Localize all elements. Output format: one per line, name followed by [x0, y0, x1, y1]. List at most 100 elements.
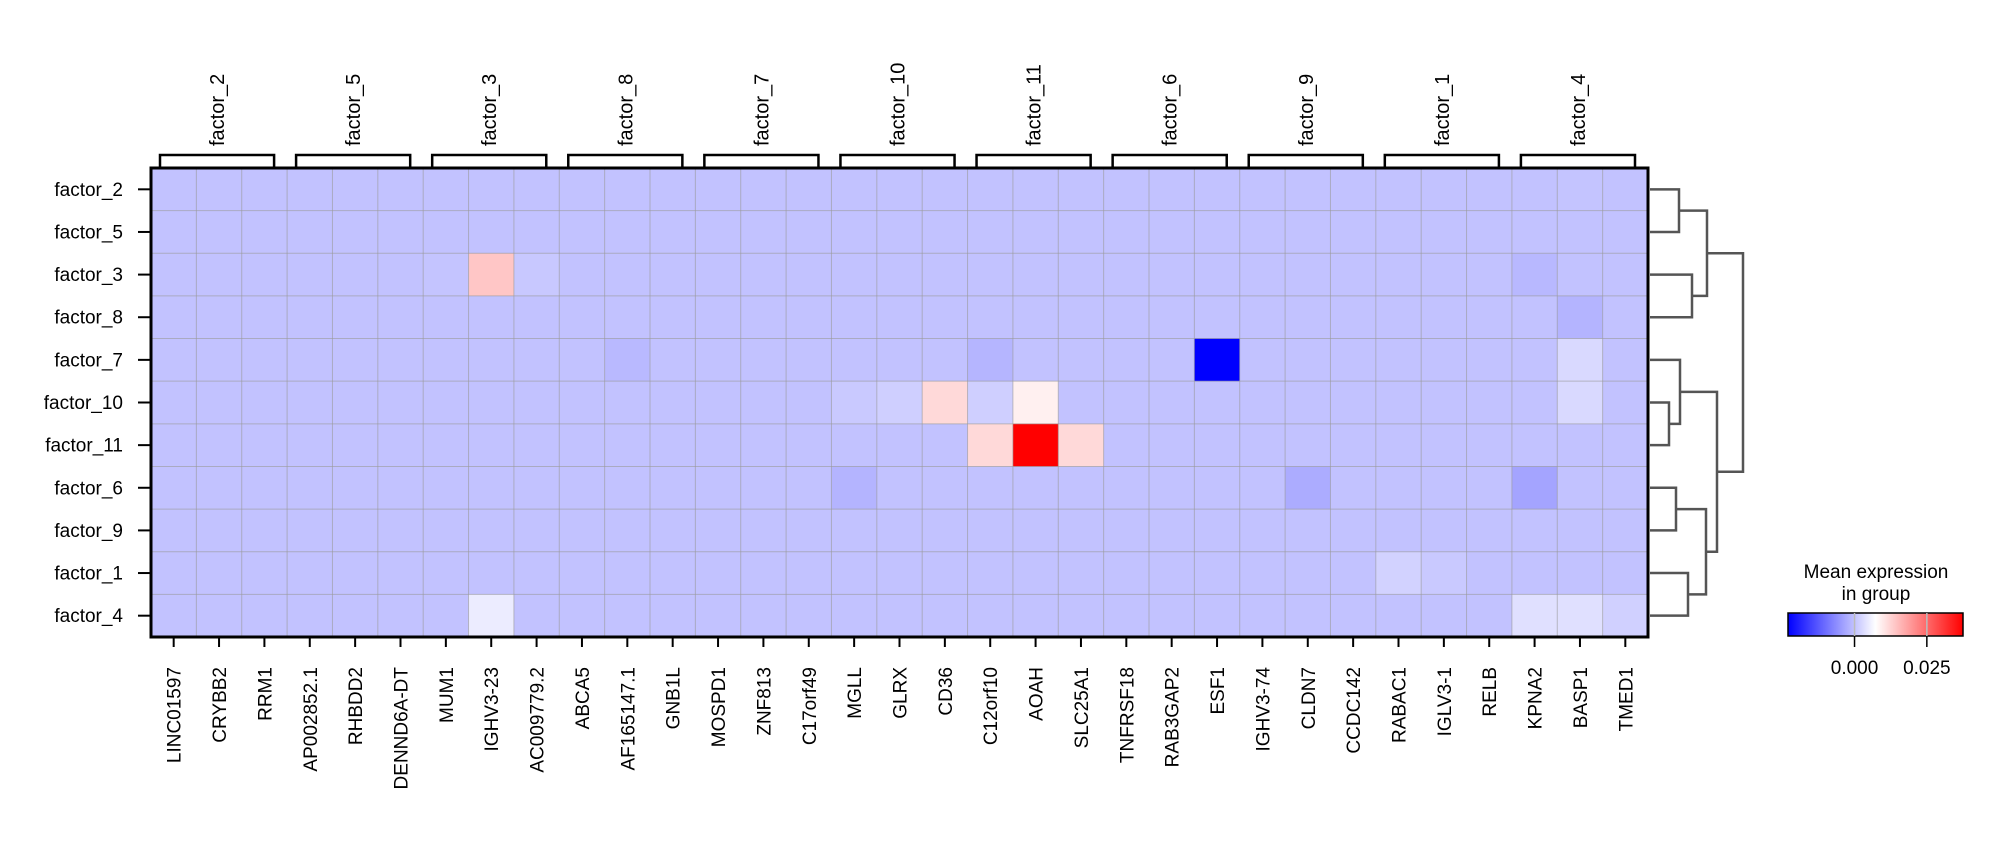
- heatmap-cell: [1194, 210, 1241, 254]
- heatmap-cell: [332, 295, 379, 340]
- heatmap-cell: [786, 253, 832, 297]
- heatmap-cell: [1375, 551, 1422, 595]
- heatmap-cell: [604, 594, 651, 638]
- heatmap-cell: [1330, 210, 1377, 254]
- heatmap-cell: [559, 466, 606, 510]
- heatmap-cell: [1375, 338, 1422, 382]
- heatmap-cell: [241, 168, 288, 212]
- heatmap-cell: [196, 210, 243, 254]
- heatmap-cell: [695, 210, 742, 254]
- heatmap-cell: [1285, 210, 1331, 254]
- heatmap-cell: [1058, 338, 1105, 382]
- heatmap-cell: [1058, 295, 1105, 340]
- heatmap-cell: [332, 551, 379, 595]
- heatmap-cell: [650, 509, 696, 553]
- heatmap-cell: [1012, 168, 1059, 212]
- heatmap-cell: [1511, 381, 1558, 425]
- heatmap-cell: [1511, 551, 1558, 595]
- heatmap-cell: [1149, 253, 1195, 297]
- heatmap-cell: [513, 295, 560, 340]
- heatmap-cell: [1239, 381, 1286, 425]
- heatmap-cell: [740, 168, 787, 212]
- heatmap-cell: [241, 551, 288, 595]
- heatmap-cell: [1058, 381, 1105, 425]
- dendrogram-link: [1676, 507, 1708, 596]
- heatmap-cell: [786, 594, 832, 638]
- dendrogram-link: [1650, 358, 1682, 426]
- heatmap-cell: [695, 466, 742, 510]
- heatmap-cell: [559, 168, 606, 212]
- heatmap-cell: [196, 338, 243, 382]
- heatmap-cell: [1421, 466, 1468, 510]
- heatmap-cell: [287, 423, 333, 467]
- heatmap-cell: [876, 295, 923, 340]
- column-label: ESF1: [1208, 667, 1229, 715]
- heatmap-cell: [423, 338, 470, 382]
- heatmap-cell: [423, 594, 470, 638]
- heatmap-cell: [922, 338, 969, 382]
- heatmap-cell: [695, 338, 742, 382]
- column-label: RRM1: [255, 667, 276, 721]
- group-label: factor_8: [615, 74, 637, 146]
- heatmap-cell: [196, 168, 243, 212]
- heatmap-cell: [196, 551, 243, 595]
- heatmap-cell: [1466, 381, 1513, 425]
- heatmap-cell: [468, 551, 515, 595]
- group-label: factor_11: [1024, 64, 1046, 146]
- heatmap-cell: [1602, 168, 1649, 212]
- heatmap-cell: [604, 551, 651, 595]
- heatmap-cell: [1058, 509, 1105, 553]
- heatmap-cell: [513, 466, 560, 510]
- heatmap-cell: [876, 210, 923, 254]
- heatmap-cell: [423, 551, 470, 595]
- dendrogram-link: [1650, 273, 1694, 319]
- group-bracket: [839, 153, 956, 168]
- heatmap-cell: [1330, 381, 1377, 425]
- heatmap-cell: [1103, 168, 1150, 212]
- heatmap-cell: [513, 551, 560, 595]
- column-label: IGLV3-1: [1435, 667, 1456, 736]
- heatmap-cell: [196, 423, 243, 467]
- heatmap-cell: [468, 381, 515, 425]
- group-bracket: [1383, 153, 1501, 168]
- heatmap-cell: [876, 594, 923, 638]
- heatmap-cell: [423, 381, 470, 425]
- heatmap-cell: [1602, 551, 1649, 595]
- heatmap-cell: [1239, 594, 1286, 638]
- heatmap-cell: [377, 423, 424, 467]
- heatmap-cell: [876, 253, 923, 297]
- heatmap-cell: [1557, 509, 1604, 553]
- heatmap-cell: [831, 551, 878, 595]
- heatmap-cell: [1557, 381, 1604, 425]
- heatmap-cell: [1421, 551, 1468, 595]
- heatmap-cell: [1058, 423, 1105, 467]
- heatmap-cell: [695, 594, 742, 638]
- heatmap-cell: [287, 466, 333, 510]
- heatmap-cell: [1330, 338, 1377, 382]
- heatmap-cell: [513, 423, 560, 467]
- heatmap-cell: [377, 594, 424, 638]
- heatmap-cell: [1511, 295, 1558, 340]
- heatmap-cell: [1511, 594, 1558, 638]
- heatmap-cell: [650, 423, 696, 467]
- heatmap-cell: [967, 423, 1014, 467]
- heatmap-cell: [1285, 423, 1331, 467]
- heatmap-cell: [786, 168, 832, 212]
- heatmap-cell: [513, 168, 560, 212]
- column-label: CD36: [936, 667, 957, 716]
- heatmap-cell: [241, 423, 288, 467]
- column-label: CLDN7: [1299, 667, 1320, 729]
- heatmap-cell: [1103, 295, 1150, 340]
- heatmap-cell: [1375, 509, 1422, 553]
- heatmap-cell: [1602, 381, 1649, 425]
- group-bracket: [158, 153, 276, 168]
- heatmap-cell: [604, 466, 651, 510]
- heatmap-cell: [1012, 381, 1059, 425]
- heatmap-cell: [241, 466, 288, 510]
- heatmap-cell: [468, 423, 515, 467]
- heatmap-cell: [876, 338, 923, 382]
- group-bracket: [294, 153, 412, 168]
- group-bracket: [430, 153, 548, 168]
- heatmap-cell: [1375, 210, 1422, 254]
- heatmap-cell: [423, 423, 470, 467]
